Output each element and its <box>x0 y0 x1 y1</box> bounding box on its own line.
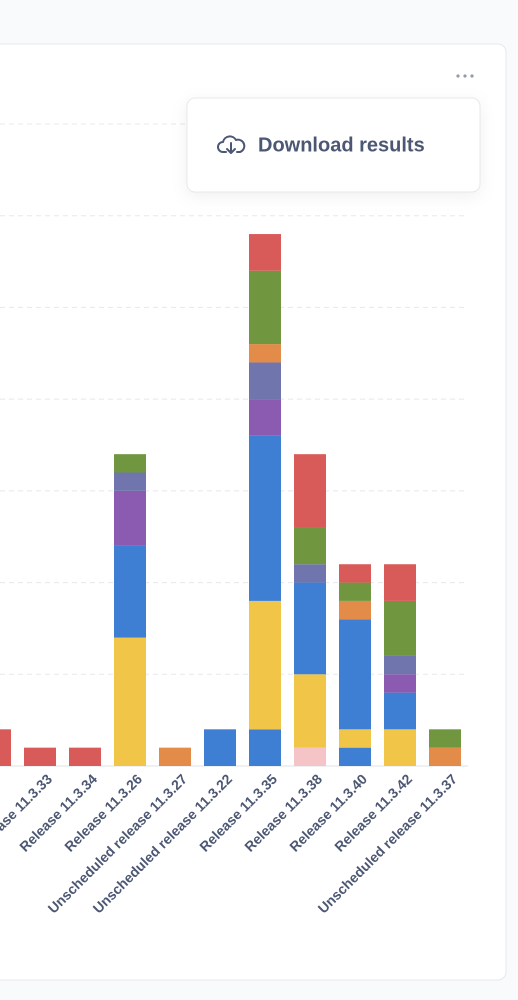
bar-segment <box>429 747 461 766</box>
bar-segment <box>339 564 371 583</box>
bar-segment <box>384 564 416 601</box>
bar-segment <box>384 692 416 730</box>
bar-segment <box>249 435 281 601</box>
download-item[interactable]: Download results <box>217 134 425 156</box>
bar-segment <box>294 674 326 748</box>
bar-segment <box>384 729 416 766</box>
download-label: Download results <box>258 134 425 156</box>
bar-segment <box>429 729 461 748</box>
bar-segment <box>114 490 146 546</box>
more-button[interactable] <box>456 74 474 78</box>
bar-segment <box>294 747 326 766</box>
bar-segment <box>114 545 146 638</box>
bar-segment <box>384 600 416 656</box>
bar-segment <box>249 600 281 730</box>
bar-segment <box>249 362 281 400</box>
bar-segment <box>384 655 416 675</box>
bar-segment <box>249 344 281 363</box>
bar-segment <box>339 582 371 601</box>
bar-segment <box>249 729 281 766</box>
popover: Download results <box>186 97 481 193</box>
bar-segment <box>249 399 281 436</box>
download-icon <box>217 135 246 154</box>
bar-segment <box>204 729 236 766</box>
bar-segment <box>159 747 191 766</box>
bar-segment <box>69 747 101 766</box>
bar-segment <box>294 454 326 528</box>
bar-segment <box>294 564 326 583</box>
bar-segment <box>24 747 56 766</box>
bar-segment <box>0 729 11 766</box>
bar-segment <box>294 582 326 675</box>
bar-segment <box>249 234 281 271</box>
bar-segment <box>294 527 326 565</box>
bar-segment <box>339 600 371 620</box>
bar-segment <box>114 472 146 491</box>
bar-segment <box>114 637 146 766</box>
bar-segment <box>249 270 281 345</box>
bar-segment <box>339 619 371 730</box>
bar-segment <box>384 674 416 693</box>
bar-segment <box>339 747 371 766</box>
bar-segment <box>114 454 146 473</box>
bar-segment <box>339 729 371 748</box>
